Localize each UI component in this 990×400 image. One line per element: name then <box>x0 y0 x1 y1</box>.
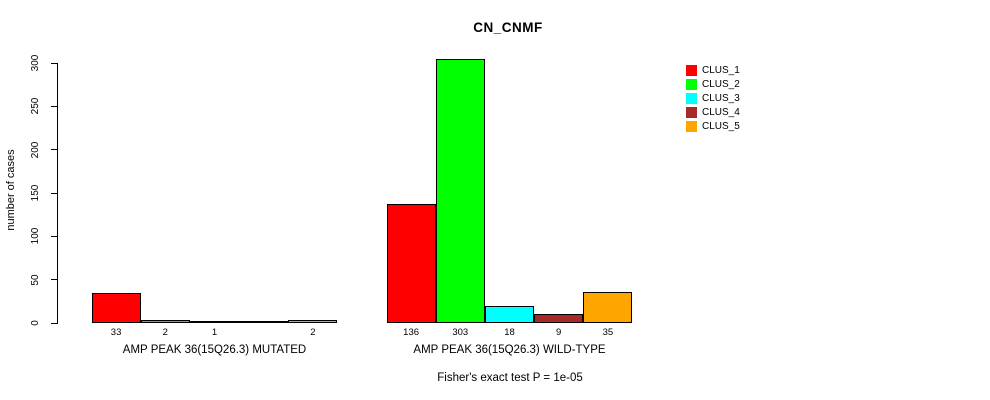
bar-value-label: 35 <box>602 327 614 338</box>
legend-label: CLUS_5 <box>702 121 740 132</box>
bar-value-label: 18 <box>504 327 515 338</box>
y-tick <box>51 279 58 281</box>
legend-swatch <box>686 65 697 76</box>
legend-swatch <box>686 93 697 104</box>
legend-swatch <box>686 79 697 90</box>
y-tick-label: 50 <box>30 274 41 286</box>
chart-title: CN_CNMF <box>473 20 543 35</box>
y-axis-label: number of cases <box>5 149 17 231</box>
legend-label: CLUS_1 <box>702 65 740 76</box>
bar-value-label: 9 <box>556 327 562 338</box>
bar-value-label: 33 <box>110 327 122 338</box>
bar <box>189 321 240 323</box>
bar-value-label: 303 <box>452 327 469 338</box>
bar-value-label: 1 <box>211 327 218 338</box>
fisher-test-note: Fisher's exact test P = 1e-05 <box>437 372 583 384</box>
legend-label: CLUS_3 <box>702 93 740 104</box>
group-label: AMP PEAK 36(15Q26.3) MUTATED <box>122 344 307 356</box>
bar <box>239 321 289 323</box>
y-tick <box>51 322 58 324</box>
bar-value-label: 136 <box>403 327 420 338</box>
y-tick-label: 250 <box>30 97 41 115</box>
y-tick <box>51 105 58 107</box>
y-tick <box>51 62 58 64</box>
bar-value-label: 2 <box>310 327 316 338</box>
group-label: AMP PEAK 36(15Q26.3) WILD-TYPE <box>413 344 606 356</box>
legend-swatch <box>686 107 697 118</box>
y-tick-label: 150 <box>30 184 41 202</box>
bar-value-label: 2 <box>162 327 168 338</box>
legend-label: CLUS_4 <box>702 107 740 118</box>
y-tick-label: 300 <box>30 54 41 72</box>
bar <box>534 314 584 323</box>
legend-swatch <box>686 121 697 132</box>
y-tick <box>51 192 58 194</box>
bar <box>583 292 633 323</box>
y-tick-label: 200 <box>30 141 41 158</box>
legend-label: CLUS_2 <box>702 79 740 90</box>
bar <box>484 306 535 323</box>
bar <box>140 320 190 323</box>
bar <box>435 59 485 323</box>
bar <box>386 204 436 323</box>
y-tick-label: 100 <box>30 227 41 245</box>
y-tick <box>51 149 58 151</box>
y-tick <box>51 235 58 237</box>
bar <box>288 320 338 323</box>
bar <box>91 293 141 323</box>
y-tick-label: 0 <box>30 320 41 326</box>
